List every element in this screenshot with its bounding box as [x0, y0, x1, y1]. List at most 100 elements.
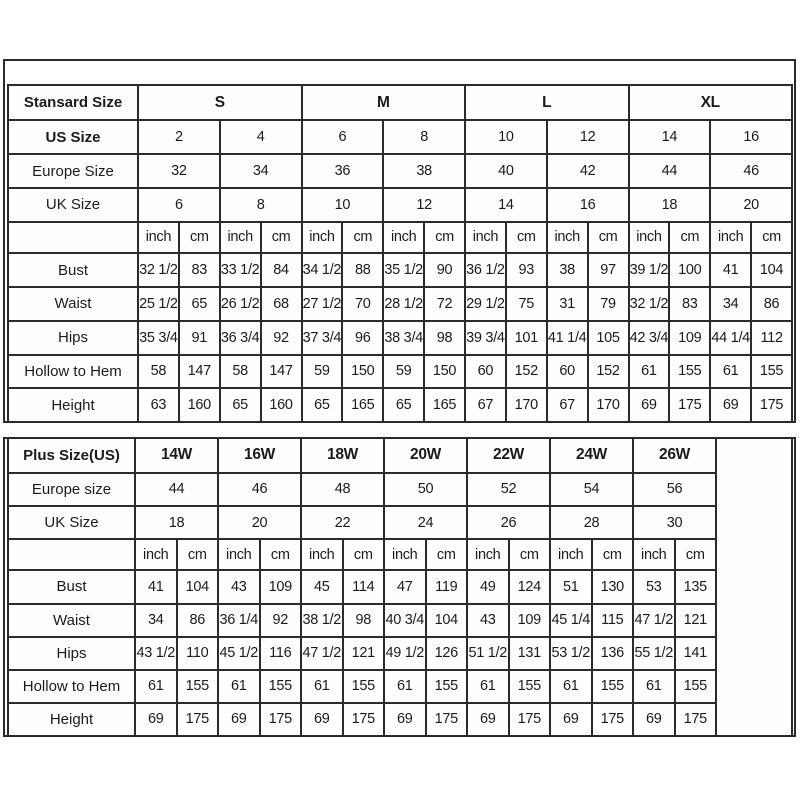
size-value-cell: 46	[217, 471, 302, 507]
unit-header-cell: inch	[300, 220, 344, 255]
unit-header-cell: inch	[549, 538, 593, 572]
measurement-cell: 100	[668, 252, 712, 289]
measurement-cell: 65	[218, 387, 262, 423]
size-value-cell: 46	[709, 153, 793, 189]
measurement-cell: 96	[341, 319, 385, 356]
measurement-cell: 86	[175, 602, 219, 638]
unit-header-cell: cm	[175, 538, 219, 572]
measurement-cell: 51	[549, 569, 593, 605]
measurement-cell: 44 1/4	[709, 319, 753, 356]
size-value-cell: 28	[549, 504, 634, 541]
size-value-cell: 44	[134, 471, 219, 507]
unit-header-cell: inch	[134, 538, 178, 572]
table-row: Hips 35 3/4 91 36 3/4 92 37 3/4 96 38 3/4 98 39 3…	[7, 319, 793, 356]
unit-header-cell: cm	[341, 220, 385, 255]
measurement-cell: 109	[258, 569, 302, 605]
measurement-cell: 43	[217, 569, 261, 605]
measurement-cell: 61	[466, 668, 510, 704]
measurement-cell: 93	[504, 252, 548, 289]
size-value-cell: 50	[383, 471, 468, 507]
size-group-header: 20W	[383, 437, 468, 474]
unit-header-cell: inch	[627, 220, 671, 255]
measurement-cell: 124	[507, 569, 551, 605]
size-value-cell: 54	[549, 471, 634, 507]
measurement-cell: 36 1/4	[217, 602, 261, 638]
row-label: UK Size	[7, 504, 136, 541]
measurement-cell: 131	[507, 635, 551, 671]
measurement-cell: 72	[423, 286, 466, 322]
table-corner-label: Stansard Size	[7, 83, 139, 122]
measurement-cell: 141	[673, 635, 717, 671]
size-group-header: 22W	[466, 437, 551, 474]
size-value-cell: 10	[464, 119, 548, 156]
size-group-header: 14W	[134, 437, 219, 474]
measurement-cell: 39 1/2	[627, 252, 671, 289]
measurement-cell: 97	[586, 252, 630, 289]
measurement-cell: 69	[134, 701, 178, 738]
measurement-cell: 60	[545, 353, 589, 390]
table-row: UK Size 6 8 10 12 14 16 18 20	[7, 186, 793, 223]
measurement-cell: 65	[382, 387, 426, 423]
measurement-cell: 63	[137, 387, 180, 423]
measurement-cell: 147	[177, 353, 221, 390]
measurement-cell: 104	[424, 602, 468, 638]
measurement-cell: 155	[424, 668, 468, 704]
size-value-cell: 6	[137, 186, 221, 223]
unit-header-cell: inch	[709, 220, 753, 255]
measurement-cell: 116	[258, 635, 302, 671]
size-value-cell: 48	[300, 471, 385, 507]
row-label: Hips	[7, 635, 136, 671]
size-group-header: 24W	[549, 437, 634, 474]
size-value-cell: 10	[300, 186, 385, 223]
unit-header-cell: cm	[341, 538, 385, 572]
unit-header-cell: inch	[137, 220, 180, 255]
unit-header-cell: cm	[673, 538, 717, 572]
measurement-cell: 130	[590, 569, 634, 605]
size-value-cell: 30	[632, 504, 717, 541]
measurement-cell: 104	[175, 569, 219, 605]
measurement-cell: 47 1/2	[300, 635, 344, 671]
size-group-header: L	[464, 83, 630, 122]
measurement-cell: 92	[258, 602, 302, 638]
measurement-cell: 61	[632, 668, 676, 704]
unit-header-cell: cm	[590, 538, 634, 572]
unit-header-cell: inch	[300, 538, 344, 572]
measurement-cell: 155	[175, 668, 219, 704]
measurement-cell: 109	[507, 602, 551, 638]
measurement-cell: 155	[590, 668, 634, 704]
measurement-cell: 45 1/2	[217, 635, 261, 671]
measurement-cell: 152	[586, 353, 630, 390]
measurement-cell: 69	[627, 387, 671, 423]
unit-header-cell: cm	[177, 220, 221, 255]
row-label: Bust	[7, 252, 139, 289]
measurement-cell: 115	[590, 602, 634, 638]
measurement-cell: 58	[137, 353, 180, 390]
row-label: Europe size	[7, 471, 136, 507]
measurement-cell: 67	[464, 387, 507, 423]
size-value-cell: 34	[218, 153, 303, 189]
measurement-cell: 75	[504, 286, 548, 322]
size-group-header: 18W	[300, 437, 385, 474]
row-label: Hollow to Hem	[7, 353, 139, 390]
measurement-cell: 51 1/2	[466, 635, 510, 671]
measurement-cell: 110	[175, 635, 219, 671]
measurement-cell: 41	[709, 252, 753, 289]
size-value-cell: 6	[300, 119, 385, 156]
size-value-cell: 40	[464, 153, 548, 189]
measurement-cell: 86	[750, 286, 793, 322]
measurement-cell: 40 3/4	[383, 602, 427, 638]
measurement-cell: 36 1/2	[464, 252, 507, 289]
measurement-cell: 53 1/2	[549, 635, 593, 671]
measurement-cell: 65	[177, 286, 221, 322]
measurement-cell: 39 3/4	[464, 319, 507, 356]
empty-column-cell	[715, 437, 793, 737]
measurement-cell: 101	[504, 319, 548, 356]
row-label: Europe Size	[7, 153, 139, 189]
measurement-cell: 79	[586, 286, 630, 322]
measurement-cell: 61	[383, 668, 427, 704]
size-value-cell: 16	[545, 186, 630, 223]
measurement-cell: 160	[177, 387, 221, 423]
table-corner-label: Plus Size(US)	[7, 437, 136, 474]
measurement-cell: 25 1/2	[137, 286, 180, 322]
measurement-cell: 69	[466, 701, 510, 738]
